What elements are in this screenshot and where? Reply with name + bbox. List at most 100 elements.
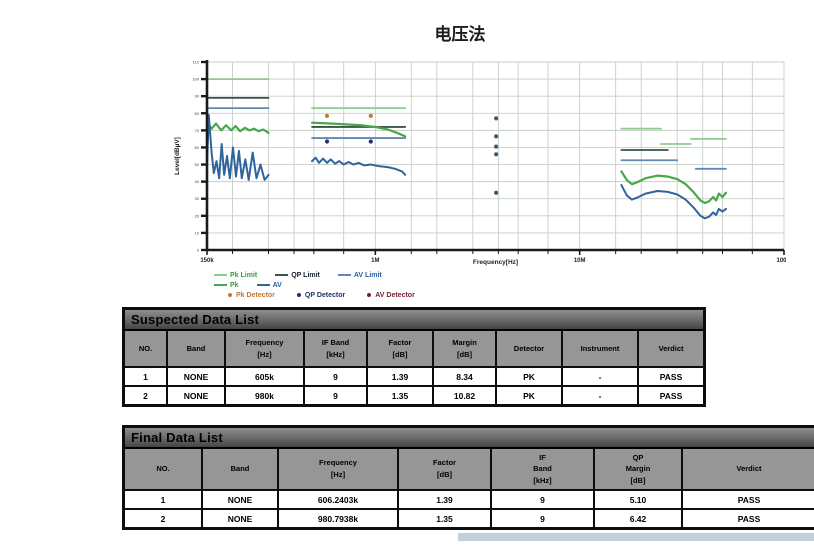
column-header: IF Band [kHz] bbox=[492, 449, 593, 489]
legend-line-swatch bbox=[214, 274, 227, 276]
y-axis-label: Level[dBµV] bbox=[174, 137, 181, 175]
legend-dot-swatch bbox=[296, 293, 301, 297]
table-cell: PASS bbox=[639, 368, 703, 385]
suspected-table-body: 1 NONE 605k 9 1.39 8.34 PK - PASS 2 NONE 980k 9 1.35 1… bbox=[125, 368, 703, 404]
table-cell: - bbox=[563, 368, 637, 385]
table-cell: 10.82 bbox=[434, 387, 495, 404]
y-tick-label: 80 bbox=[195, 111, 200, 116]
table-cell: 606.2403k bbox=[279, 491, 397, 508]
column-header: Factor [dB] bbox=[399, 449, 490, 489]
legend-label: QP Detector bbox=[304, 291, 346, 299]
y-tick-label: 60 bbox=[195, 145, 200, 150]
trace-av bbox=[620, 184, 727, 220]
legend-line-swatch bbox=[214, 284, 227, 286]
table-row: 2 NONE 980.7938k 1.35 9 6.42 PASS bbox=[125, 510, 814, 527]
y-tick-label: 0 bbox=[197, 248, 200, 253]
trace-av bbox=[206, 113, 270, 181]
column-header: NO. bbox=[125, 331, 166, 366]
table-cell: 6.42 bbox=[595, 510, 681, 527]
legend-dot-swatch bbox=[228, 293, 232, 297]
marker-detector-points bbox=[494, 190, 499, 195]
x-tick-label: 1M bbox=[371, 258, 379, 264]
table-cell: 1.35 bbox=[399, 510, 490, 527]
trace-pk bbox=[310, 121, 407, 138]
column-header: Verdict bbox=[639, 331, 703, 366]
table-row: 1 NONE 606.2403k 1.39 9 5.10 PASS bbox=[125, 491, 814, 508]
chart-svg: 0 10 20 30 40 50 60 70 80 90 100 110 150k 1M 10M 100M Fr… bbox=[174, 60, 792, 267]
legend-line-swatch bbox=[256, 284, 270, 286]
table-cell: 980.7938k bbox=[279, 510, 397, 527]
column-header: Band bbox=[203, 449, 277, 489]
marker-detector-points bbox=[494, 152, 499, 157]
legend-label: Pk Detector bbox=[236, 291, 275, 299]
trace-av bbox=[311, 156, 407, 176]
y-tick-label: 50 bbox=[195, 162, 200, 167]
suspected-table-header-row: NO. Band Frequency [Hz] IF Band [kHz] Factor… bbox=[125, 331, 703, 366]
legend-dot-swatch bbox=[367, 293, 372, 297]
marker-detector-points bbox=[494, 144, 499, 149]
y-tick-label: 70 bbox=[195, 128, 200, 133]
table-cell: 9 bbox=[305, 368, 366, 385]
table-cell: 9 bbox=[492, 510, 593, 527]
table-row: 1 NONE 605k 9 1.39 8.34 PK - PASS bbox=[125, 368, 703, 385]
marker-qp-detector bbox=[324, 139, 330, 144]
legend-row: Pk AV bbox=[214, 280, 433, 290]
column-header: IF Band [kHz] bbox=[305, 331, 366, 366]
table-cell: 9 bbox=[305, 387, 366, 404]
y-tick-label: 10 bbox=[195, 230, 200, 235]
x-tick-label: 10M bbox=[574, 258, 586, 264]
y-tick-label: 30 bbox=[195, 196, 200, 201]
table-cell: 2 bbox=[125, 510, 201, 527]
y-tick-label: 20 bbox=[195, 213, 200, 218]
y-tick-label: 40 bbox=[195, 179, 200, 184]
column-header: Factor [dB] bbox=[368, 331, 432, 366]
table-cell: 1.39 bbox=[368, 368, 432, 385]
emi-level-chart: 0 10 20 30 40 50 60 70 80 90 100 110 150k 1M 10M 100M Fr… bbox=[170, 58, 792, 270]
legend-line-swatch bbox=[337, 274, 351, 276]
table-cell: NONE bbox=[203, 491, 277, 508]
column-header: Frequency [Hz] bbox=[226, 331, 303, 366]
table-cell: NONE bbox=[168, 368, 224, 385]
final-table-body: 1 NONE 606.2403k 1.39 9 5.10 PASS 2 NONE 980.7938… bbox=[125, 491, 814, 527]
column-header: Margin [dB] bbox=[434, 331, 495, 366]
table-cell: - bbox=[563, 387, 637, 404]
column-header: Verdict bbox=[683, 449, 814, 489]
column-header: NO. bbox=[125, 449, 201, 489]
table-cell: 1 bbox=[125, 368, 166, 385]
table-cell: PK bbox=[497, 387, 561, 404]
x-tick-label: 100M bbox=[776, 258, 786, 264]
table-cell: NONE bbox=[203, 510, 277, 527]
legend-item-av-detector: AV Detector bbox=[363, 292, 415, 299]
column-header: QP Margin [dB] bbox=[595, 449, 681, 489]
legend-item-qp-limit: QP Limit bbox=[275, 272, 320, 279]
legend-row: Pk Limit QP Limit AV Limit bbox=[214, 270, 433, 280]
table-cell: 1.39 bbox=[399, 491, 490, 508]
table-cell: 9 bbox=[492, 491, 593, 508]
legend-label: AV bbox=[272, 281, 282, 289]
table-cell: 1.35 bbox=[368, 387, 432, 404]
column-header: Detector bbox=[497, 331, 561, 366]
legend-row: Pk Detector QP Detector AV Detector bbox=[224, 290, 433, 300]
table-cell: 980k bbox=[226, 387, 303, 404]
legend-item-pk-detector: Pk Detector bbox=[224, 292, 275, 299]
y-tick-label: 100 bbox=[192, 77, 199, 82]
suspected-data-table: Suspected Data List NO. Band Frequency [Hz… bbox=[122, 307, 706, 407]
table-cell: PK bbox=[497, 368, 561, 385]
table-cell: 8.34 bbox=[434, 368, 495, 385]
column-header: Instrument bbox=[563, 331, 637, 366]
marker-pk-detector bbox=[324, 113, 330, 118]
legend-item-pk: Pk bbox=[214, 282, 239, 289]
table-cell: PASS bbox=[683, 491, 814, 508]
table-cell: PASS bbox=[683, 510, 814, 527]
x-axis-label: Frequency[Hz] bbox=[473, 259, 518, 266]
y-tick-label: 90 bbox=[195, 94, 200, 99]
legend-item-av: AV bbox=[256, 281, 282, 289]
legend-line-swatch bbox=[275, 274, 289, 276]
final-table-title: Final Data List bbox=[125, 428, 814, 449]
legend-label: Pk bbox=[230, 281, 239, 289]
suspected-table-title: Suspected Data List bbox=[125, 310, 703, 331]
page-title: 电压法 bbox=[434, 25, 486, 45]
legend-label: AV Detector bbox=[375, 291, 415, 299]
column-header: Frequency [Hz] bbox=[279, 449, 397, 489]
legend-label: QP Limit bbox=[291, 271, 320, 279]
